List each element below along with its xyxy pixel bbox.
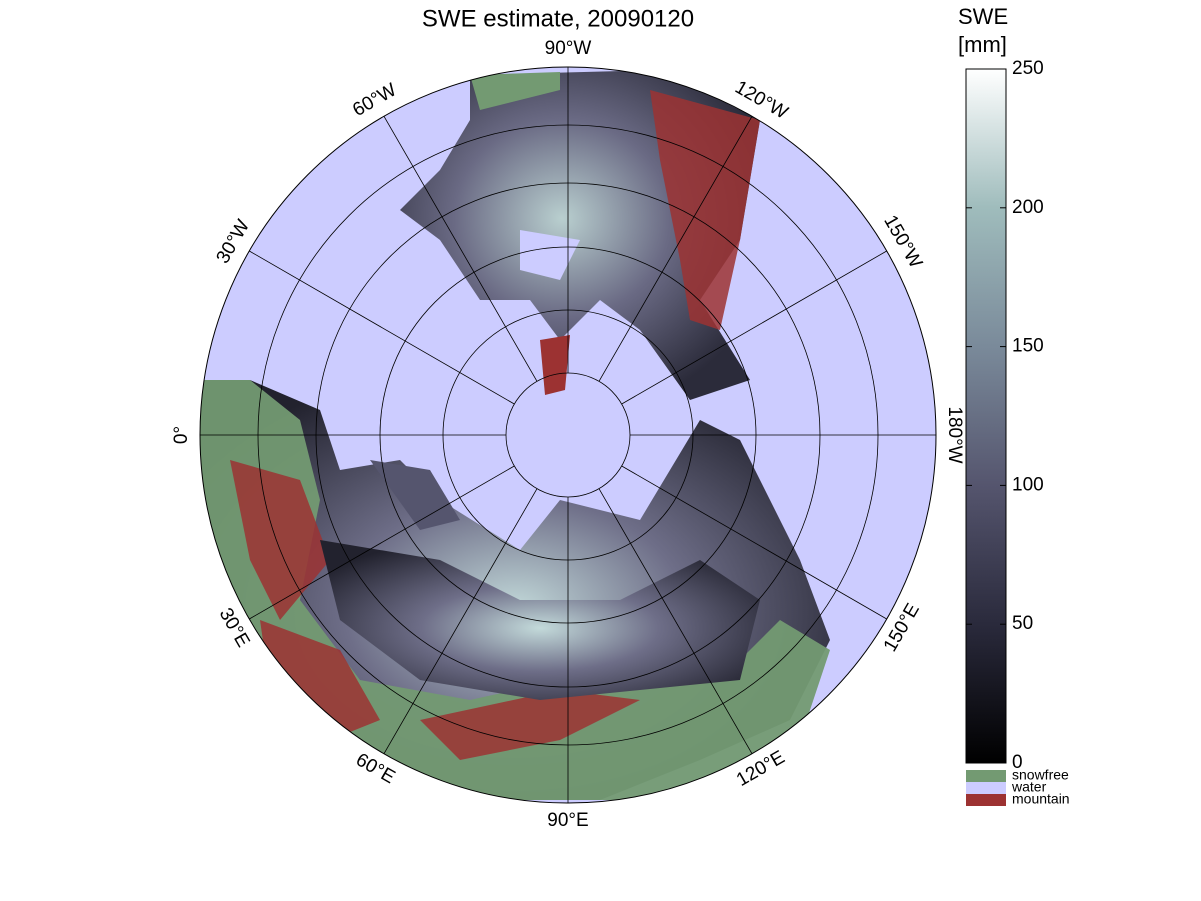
colorbar-title: SWE [958, 4, 1008, 29]
graticule [200, 67, 936, 803]
meridian-label: 90°E [547, 810, 588, 831]
meridian-label: 180°W [944, 406, 965, 463]
meridian [598, 488, 753, 754]
colorbar-tick-label: 50 [1012, 613, 1033, 634]
legend-label: mountain [1012, 791, 1070, 807]
title: SWE estimate, 20090120 [422, 5, 694, 32]
colorbar-tick-label: 100 [1012, 474, 1044, 495]
lake [520, 230, 580, 280]
meridian [621, 465, 887, 620]
colorbar-tick-label: 0 [1012, 752, 1023, 773]
colorbar-tick-label: 150 [1012, 336, 1044, 357]
colorbar-tick-label: 250 [1012, 58, 1044, 79]
meridian [249, 250, 515, 405]
map-border [199, 66, 937, 804]
legend-label: snowfree [1012, 767, 1069, 783]
legend-swatch [966, 794, 1006, 806]
meridian [621, 250, 887, 405]
meridian-label: 90°W [545, 38, 592, 59]
legend-label: water [1011, 779, 1047, 795]
meridian [383, 116, 538, 382]
land-snow [320, 540, 760, 700]
meridian [383, 488, 538, 754]
mountain [230, 460, 700, 760]
mountain [540, 335, 570, 395]
legend-swatch [966, 770, 1006, 782]
legend-swatch [966, 782, 1006, 794]
land [370, 460, 460, 530]
colorbar [965, 68, 1007, 764]
meridian-label: 0° [171, 426, 192, 444]
meridian [249, 465, 515, 620]
colorbar-title: [mm] [958, 32, 1007, 57]
colorbar-tick-label: 200 [1012, 197, 1044, 218]
land-snowfree [470, 72, 560, 110]
meridian [598, 116, 753, 382]
